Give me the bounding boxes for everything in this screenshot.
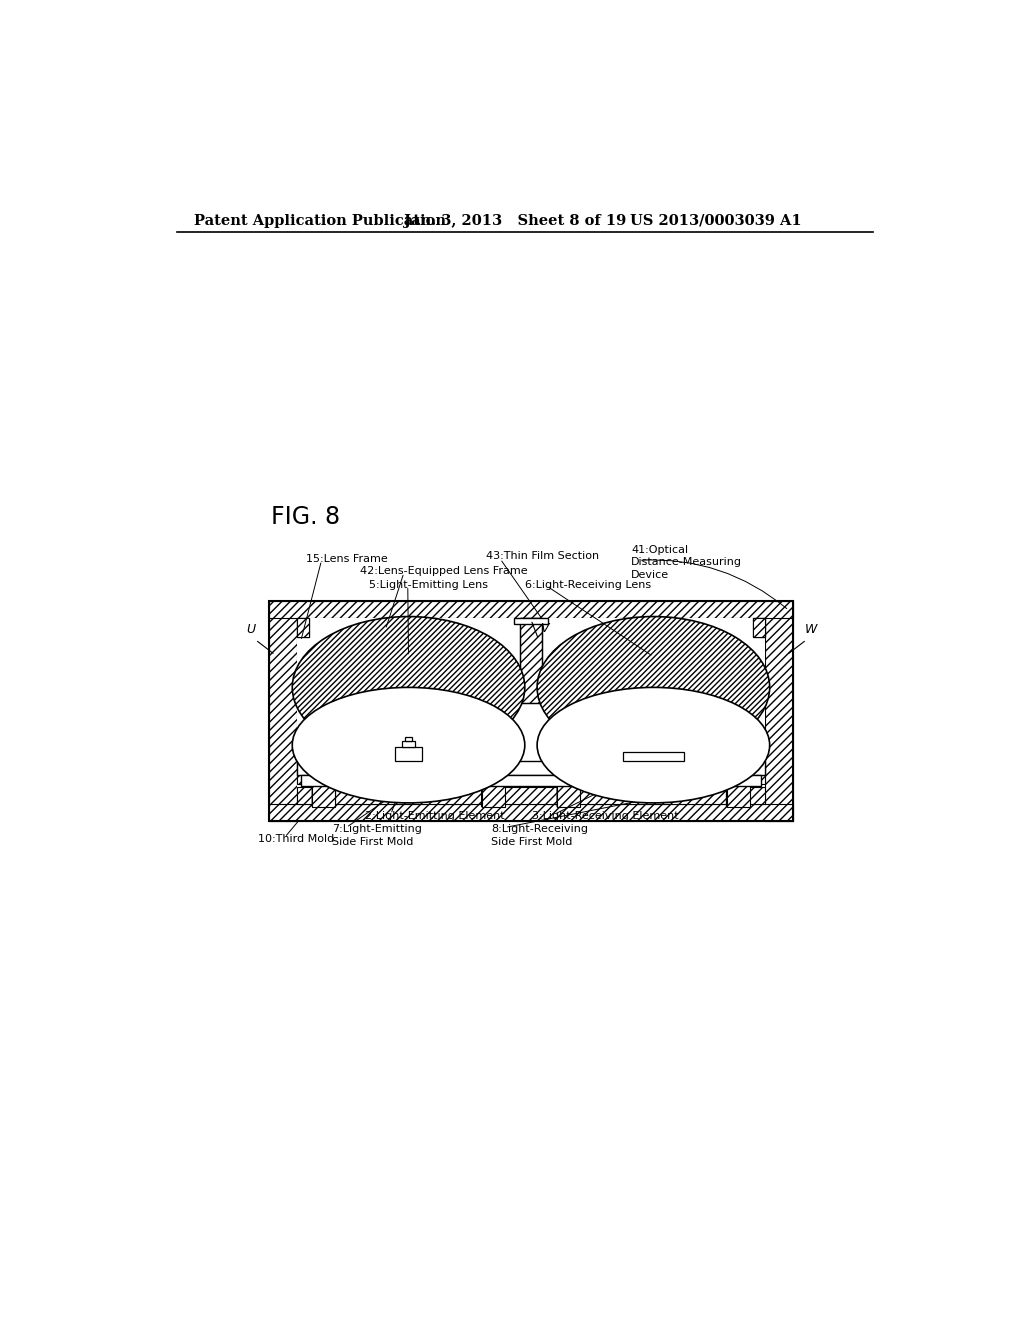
Polygon shape xyxy=(514,618,548,624)
Text: 6:Light-Receiving Lens: 6:Light-Receiving Lens xyxy=(524,579,651,590)
Text: 41:Optical
Distance-Measuring
Device: 41:Optical Distance-Measuring Device xyxy=(631,545,742,579)
Polygon shape xyxy=(727,762,765,807)
Text: U: U xyxy=(246,623,255,636)
Ellipse shape xyxy=(292,616,525,758)
Polygon shape xyxy=(297,618,309,638)
Ellipse shape xyxy=(292,688,525,803)
Polygon shape xyxy=(269,601,793,618)
Polygon shape xyxy=(301,775,761,785)
Polygon shape xyxy=(297,762,765,775)
Text: Patent Application Publication: Patent Application Publication xyxy=(194,214,445,228)
Polygon shape xyxy=(297,618,765,804)
Ellipse shape xyxy=(538,688,770,803)
Text: 42:Lens-Equipped Lens Frame: 42:Lens-Equipped Lens Frame xyxy=(360,566,527,577)
Polygon shape xyxy=(395,747,422,762)
Polygon shape xyxy=(542,762,581,807)
Ellipse shape xyxy=(538,616,770,758)
Text: 7:Light-Emitting
Side First Mold: 7:Light-Emitting Side First Mold xyxy=(333,825,422,847)
Text: 15:Lens Frame: 15:Lens Frame xyxy=(306,554,388,564)
Polygon shape xyxy=(623,752,684,762)
Text: 43:Thin Film Section: 43:Thin Film Section xyxy=(486,552,599,561)
Text: FIG. 8: FIG. 8 xyxy=(271,506,341,529)
Text: US 2013/0003039 A1: US 2013/0003039 A1 xyxy=(630,214,801,228)
Text: V: V xyxy=(541,622,549,635)
Bar xyxy=(269,601,793,821)
Polygon shape xyxy=(402,742,415,747)
Text: W: W xyxy=(805,623,817,636)
Polygon shape xyxy=(312,756,505,807)
Polygon shape xyxy=(269,804,793,821)
Text: 8:Light-Receiving
Side First Mold: 8:Light-Receiving Side First Mold xyxy=(490,825,588,847)
Polygon shape xyxy=(765,601,793,821)
Text: 10:Third Mold: 10:Third Mold xyxy=(258,834,334,845)
Text: Jan. 3, 2013   Sheet 8 of 19: Jan. 3, 2013 Sheet 8 of 19 xyxy=(403,214,626,228)
Text: 5:Light-Emitting Lens: 5:Light-Emitting Lens xyxy=(370,579,488,590)
Polygon shape xyxy=(297,787,765,804)
Polygon shape xyxy=(520,618,542,702)
Polygon shape xyxy=(297,762,336,807)
Polygon shape xyxy=(406,737,412,742)
Text: 2:Light-Emitting Element: 2:Light-Emitting Element xyxy=(366,812,505,821)
Polygon shape xyxy=(481,762,520,807)
Polygon shape xyxy=(269,601,297,821)
Polygon shape xyxy=(753,618,765,638)
Bar xyxy=(520,618,542,702)
Polygon shape xyxy=(753,618,765,638)
Polygon shape xyxy=(557,756,750,807)
Text: 3:Light-Receiving Element: 3:Light-Receiving Element xyxy=(531,812,678,821)
Polygon shape xyxy=(297,618,309,638)
